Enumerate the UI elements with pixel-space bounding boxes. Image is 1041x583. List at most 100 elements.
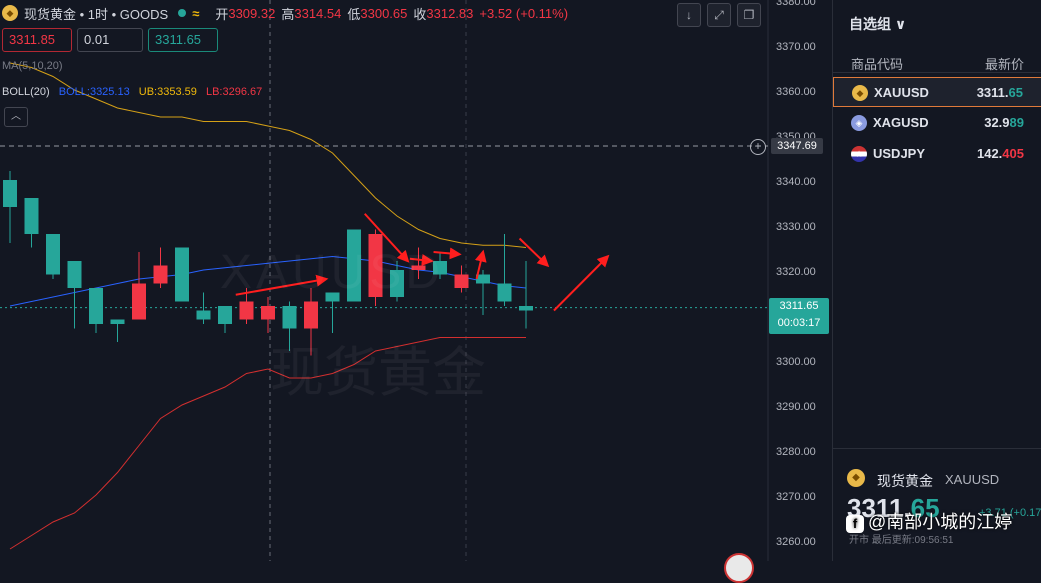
avatar[interactable] <box>724 553 754 583</box>
fullscreen-icon: ⤢ <box>714 8 724 22</box>
change-value: +3.52 (+0.11%) <box>479 5 569 21</box>
download-icon: ↓ <box>686 8 692 22</box>
price-main: 142. <box>976 146 1003 161</box>
plus-icon: + <box>754 139 762 153</box>
price-axis-tick: 3280.00 <box>776 446 816 458</box>
candle-body <box>390 270 404 297</box>
open-label: 开 <box>215 6 229 22</box>
add-alert-button[interactable]: + <box>750 139 766 155</box>
usd-flag-icon: ★ <box>851 146 867 162</box>
boll-indicator-legend[interactable]: BOLL(20) BOLL:3325.13 UB:3353.59 LB:3296… <box>2 86 262 98</box>
candle-body <box>282 306 297 329</box>
window-button[interactable]: ❐ <box>737 3 761 27</box>
price-axis-tick: 3370.00 <box>776 41 816 53</box>
candle-body <box>89 288 103 324</box>
watchlist-title: 自选组 <box>849 16 891 32</box>
candle-body <box>433 261 447 275</box>
candle-body <box>3 180 17 207</box>
wave-icon[interactable]: ≈ <box>192 5 200 21</box>
watchlist-group-selector[interactable]: 自选组 ∨ <box>849 14 906 34</box>
candle-body <box>519 306 533 311</box>
high-value: 3314.54 <box>294 5 342 21</box>
symbol-detail: ◆ 现货黄金 XAUUSD 3311.65 +3.71 (+0.17 开市 最后… <box>833 448 1041 562</box>
author-credit: f @南部小城的江婷 <box>846 508 1012 534</box>
candle-body <box>347 229 361 302</box>
close-label: 收 <box>413 6 427 22</box>
quantity-input[interactable]: 0.01 <box>77 28 143 52</box>
candlestick-chart[interactable] <box>0 0 830 561</box>
watchlist-price: 3311.65 <box>977 85 1023 100</box>
price-axis-tick: 3270.00 <box>776 491 816 503</box>
trade-panel: 3311.85 0.01 3311.65 <box>2 28 218 52</box>
detail-status: 开市 最后更新:09:56:51 <box>849 535 954 546</box>
annotation-arrow <box>364 213 410 263</box>
price-axis-tick: 3380.00 <box>776 0 816 8</box>
sell-button[interactable]: 3311.85 <box>2 28 72 52</box>
market-open-dot-icon <box>178 9 187 17</box>
price-axis-tick: 3290.00 <box>776 401 816 413</box>
close-value: 3312.83 <box>426 5 474 21</box>
candle-body <box>411 265 426 270</box>
app-logo-icon: f <box>846 515 864 533</box>
collapse-indicators-button[interactable]: ︿ <box>4 107 28 127</box>
boll-upper-line <box>9 62 527 248</box>
candle-body <box>153 265 168 284</box>
col-price-header: 最新价 <box>984 57 1024 72</box>
detail-symbol: XAUUSD <box>945 472 1000 487</box>
candle-body <box>67 261 82 288</box>
chart-area[interactable]: XAUUSD 现货黄金 ◆ 现货黄金 • 1时 • GOODS ≈ 开 3309.… <box>0 0 830 583</box>
watermark-symbol: XAUUSD <box>220 246 445 299</box>
watchlist-symbol: XAUUSD <box>874 85 929 100</box>
annotation-arrow <box>518 237 550 268</box>
open-value: 3309.32 <box>228 5 276 21</box>
chevron-down-icon: ∨ <box>891 16 907 32</box>
annotation-arrow <box>433 247 462 260</box>
candle-body <box>218 306 232 324</box>
candle-body <box>196 310 211 320</box>
price-main: 32.9 <box>984 115 1010 130</box>
chart-header: ◆ 现货黄金 • 1时 • GOODS ≈ 开 3309.32 高 3314.54 … <box>0 3 568 23</box>
annotation-arrow <box>474 249 487 280</box>
detail-price-tail: 65 <box>910 493 940 523</box>
boll-lower-line <box>9 337 526 550</box>
buy-button[interactable]: 3311.65 <box>148 28 218 52</box>
current-price-tag: 3311.65 00:03:17 <box>769 298 829 334</box>
price-axis-tick: 3330.00 <box>776 221 816 233</box>
candle-body <box>325 292 340 302</box>
price-axis-tick: 3260.00 <box>776 536 816 548</box>
candle-body <box>454 274 469 288</box>
bar-countdown: 00:03:17 <box>777 317 821 329</box>
ma-indicator-label[interactable]: MA(5,10,20) <box>2 60 63 72</box>
candle-body <box>239 301 254 320</box>
download-button[interactable]: ↓ <box>677 3 701 27</box>
price-axis-tick: 3340.00 <box>776 176 816 188</box>
low-label: 低 <box>347 6 361 22</box>
candle-body <box>110 319 125 324</box>
candle-body <box>304 301 318 329</box>
fullscreen-button[interactable]: ⤢ <box>707 3 731 27</box>
gold-coin-icon: ◆ <box>847 469 865 487</box>
low-value: 3300.65 <box>360 5 408 21</box>
detail-change: +3.71 (+0.17 <box>979 507 1041 519</box>
watchlist-header: 商品代码 最新价 <box>833 52 1041 73</box>
boll-name: BOLL(20) <box>2 86 50 98</box>
price-tail: 89 <box>1009 115 1024 130</box>
watchlist-row-xagusd[interactable]: ◈ XAGUSD 32.989 <box>833 108 1041 138</box>
chevron-up-icon: ︿ <box>11 111 21 122</box>
watchlist-row-usdjpy[interactable]: ★ USDJPY 142.405 <box>833 139 1041 169</box>
watchlist-panel: 自选组 ∨ 商品代码 最新价 ◆ XAUUSD 3311.65 ◈ XAGUSD 32.9… <box>832 0 1041 561</box>
watchlist-price: 142.405 <box>977 146 1024 161</box>
watchlist-row-xauusd[interactable]: ◆ XAUUSD 3311.65 <box>833 77 1041 107</box>
chart-title[interactable]: 现货黄金 • 1时 • GOODS <box>24 6 169 22</box>
candle-body <box>46 234 60 275</box>
candle-body <box>476 274 490 284</box>
price-main: 3311. <box>976 85 1009 100</box>
boll-mid-value: BOLL:3325.13 <box>58 86 130 98</box>
candle-body <box>368 234 383 297</box>
boll-lower-value: LB:3296.67 <box>205 86 263 98</box>
detail-price: 3311.65 <box>847 493 940 524</box>
watchlist-symbol: USDJPY <box>873 146 926 161</box>
watchlist-symbol: XAGUSD <box>873 115 929 130</box>
candle-body <box>175 247 189 302</box>
annotation-arrow <box>553 254 610 312</box>
